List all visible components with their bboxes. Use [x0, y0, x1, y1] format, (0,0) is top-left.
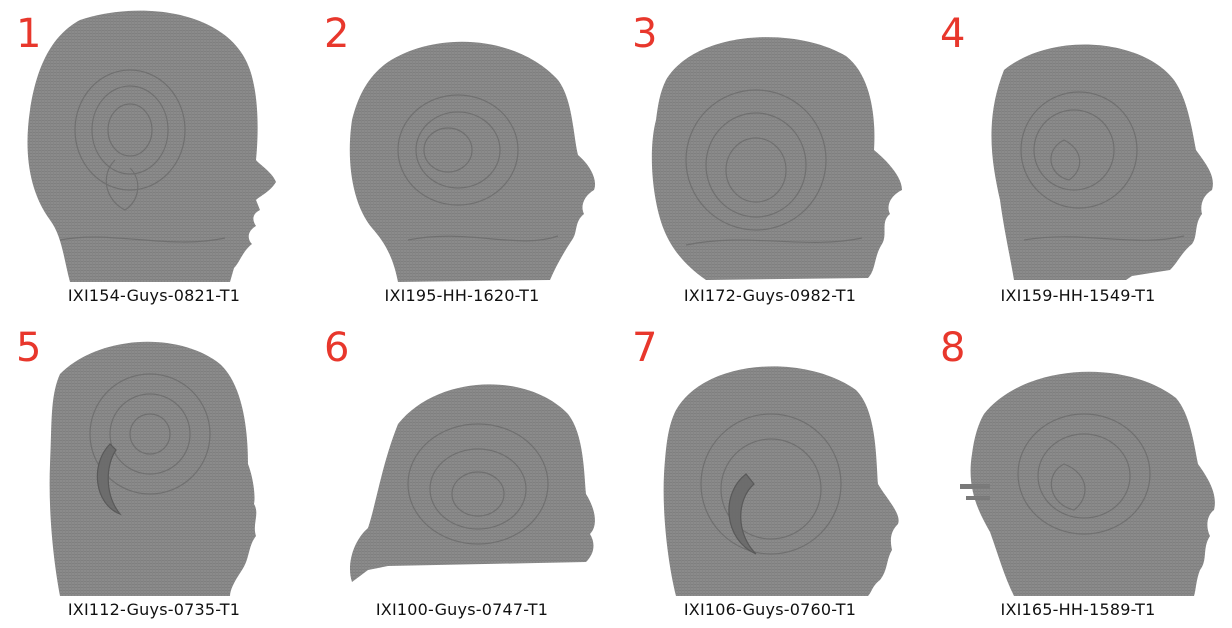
- panel-number: 1: [16, 11, 42, 57]
- head-render-image: [49, 341, 257, 596]
- panel-caption: IXI112-Guys-0735-T1: [67, 600, 241, 619]
- head-render-image: [349, 384, 595, 582]
- panel-caption: IXI195-HH-1620-T1: [384, 286, 540, 305]
- panel-number: 2: [324, 11, 350, 57]
- head-silhouette: [970, 371, 1215, 596]
- head-render-image: [991, 44, 1213, 281]
- panel-5: 5 IXI112-Guys-0735-T1: [0, 314, 308, 628]
- panel-8: 8 IXI165-HH-1589-T1: [924, 314, 1232, 628]
- panel-number: 6: [324, 325, 350, 371]
- panel-number: 7: [632, 325, 658, 371]
- head-render-image: [27, 10, 276, 283]
- head-render-image: [349, 41, 596, 282]
- head-silhouette: [663, 366, 899, 596]
- head-silhouette: [651, 37, 902, 280]
- panel-caption: IXI165-HH-1589-T1: [1000, 600, 1156, 619]
- head-render-image: [651, 37, 902, 280]
- panel-3: 3 IXI172-Guys-0982-T1: [616, 0, 924, 314]
- head-silhouette: [49, 341, 257, 596]
- head-silhouette: [991, 44, 1213, 281]
- panel-1: 1 IXI154-Guys-0821-T1: [0, 0, 308, 314]
- panel-number: 3: [632, 11, 658, 57]
- head-silhouette: [349, 41, 596, 282]
- head-render-image: [663, 366, 899, 596]
- panel-4: 4 IXI159-HH-1549-T1: [924, 0, 1232, 314]
- head-silhouette: [27, 10, 276, 283]
- panel-7: 7 IXI106-Guys-0760-T1: [616, 314, 924, 628]
- panel-caption: IXI100-Guys-0747-T1: [375, 600, 549, 619]
- head-silhouette: [349, 384, 595, 582]
- panel-6: 6 IXI100-Guys-0747-T1: [308, 314, 616, 628]
- panel-number: 4: [940, 11, 966, 57]
- head-render-image: [960, 371, 1215, 596]
- panel-number: 8: [940, 325, 966, 371]
- panel-number: 5: [16, 325, 42, 371]
- panel-caption: IXI159-HH-1549-T1: [1000, 286, 1156, 305]
- panel-caption: IXI172-Guys-0982-T1: [683, 286, 857, 305]
- panel-2: 2 IXI195-HH-1620-T1: [308, 0, 616, 314]
- panel-caption: IXI106-Guys-0760-T1: [683, 600, 857, 619]
- panel-caption: IXI154-Guys-0821-T1: [67, 286, 241, 305]
